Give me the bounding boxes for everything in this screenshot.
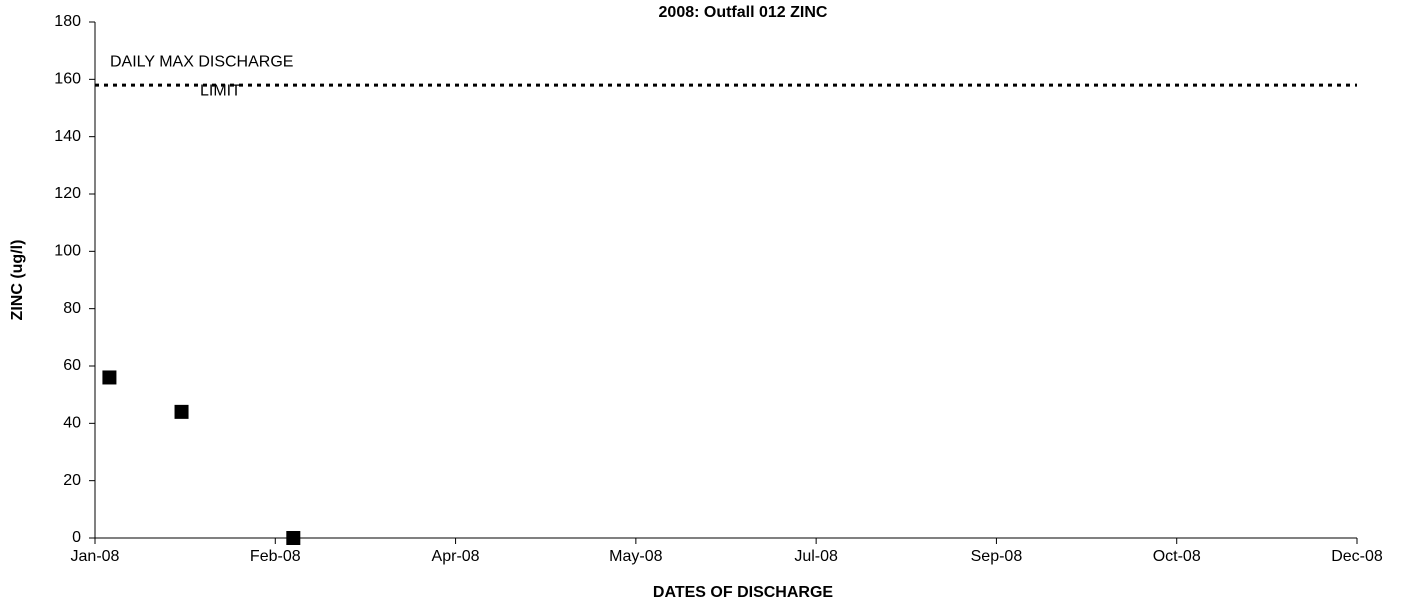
y-tick-label: 60 <box>63 357 81 374</box>
y-tick-label: 80 <box>63 300 81 317</box>
x-tick-label: Dec-08 <box>1331 548 1383 565</box>
y-tick-label: 0 <box>72 529 81 546</box>
point <box>174 404 189 419</box>
point <box>286 531 301 545</box>
y-tick-label: 120 <box>54 185 81 202</box>
x-tick-label: Oct-08 <box>1153 548 1201 565</box>
x-tick-label: Jul-08 <box>794 548 838 565</box>
x-tick-label: May-08 <box>609 548 662 565</box>
y-axis-title: ZINC (ug/l) <box>9 240 26 321</box>
y-tick-label: 20 <box>63 472 81 489</box>
limit-label: LIMIT <box>200 82 241 99</box>
chart-title: 2008: Outfall 012 ZINC <box>659 4 828 21</box>
y-tick-label: 100 <box>54 243 81 260</box>
y-tick-label: 160 <box>54 71 81 88</box>
x-tick-label: Sep-08 <box>971 548 1023 565</box>
x-tick-label: Apr-08 <box>432 548 480 565</box>
y-tick-label: 40 <box>63 415 81 432</box>
x-tick-label: Feb-08 <box>250 548 301 565</box>
point <box>102 370 117 385</box>
x-axis-title: DATES OF DISCHARGE <box>653 584 833 601</box>
x-tick-label: Jan-08 <box>71 548 120 565</box>
y-tick-label: 180 <box>54 13 81 30</box>
y-tick-label: 140 <box>54 128 81 145</box>
limit-label: DAILY MAX DISCHARGE <box>110 53 293 70</box>
